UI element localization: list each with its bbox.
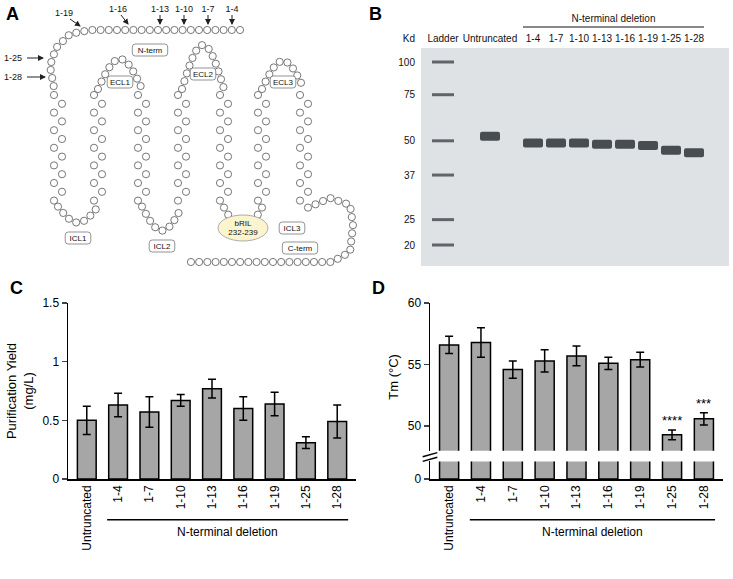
- svg-text:D: D: [372, 278, 385, 298]
- svg-text:1-19: 1-19: [638, 33, 658, 44]
- svg-text:1-28: 1-28: [330, 485, 344, 509]
- svg-text:1-10: 1-10: [569, 33, 589, 44]
- svg-text:232-239: 232-239: [228, 228, 258, 237]
- svg-text:1-4: 1-4: [111, 485, 125, 503]
- svg-text:Kd: Kd: [403, 33, 415, 44]
- svg-text:1-13: 1-13: [569, 485, 583, 509]
- svg-text:1-10: 1-10: [538, 485, 552, 509]
- svg-text:1-19: 1-19: [268, 485, 282, 509]
- svg-text:1-16: 1-16: [109, 4, 127, 14]
- svg-text:C: C: [10, 278, 23, 298]
- svg-text:1-16: 1-16: [236, 485, 250, 509]
- svg-text:N-terminal deletion: N-terminal deletion: [572, 13, 656, 24]
- svg-text:1-10: 1-10: [174, 485, 188, 509]
- svg-text:1-7: 1-7: [201, 4, 214, 14]
- svg-text:1-28: 1-28: [697, 485, 711, 509]
- svg-text:1-4: 1-4: [225, 4, 238, 14]
- svg-text:50: 50: [404, 135, 416, 146]
- svg-text:N-terminal deletion: N-terminal deletion: [542, 525, 643, 539]
- svg-text:1.5: 1.5: [42, 296, 59, 310]
- svg-text:Untruncated: Untruncated: [463, 33, 517, 44]
- svg-text:0: 0: [52, 472, 59, 486]
- svg-text:1-19: 1-19: [55, 8, 73, 18]
- svg-text:1: 1: [52, 355, 59, 369]
- svg-text:ECL1: ECL1: [110, 78, 131, 87]
- svg-text:B: B: [369, 4, 382, 24]
- svg-text:1-28: 1-28: [4, 72, 22, 82]
- svg-text:****: ****: [662, 413, 682, 428]
- svg-text:ICL2: ICL2: [154, 242, 171, 251]
- svg-text:55: 55: [408, 358, 422, 372]
- svg-text:N-terminal deletion: N-terminal deletion: [177, 525, 278, 539]
- svg-text:N-term: N-term: [138, 46, 163, 55]
- svg-text:ICL3: ICL3: [284, 224, 301, 233]
- svg-text:Purification Yield(mg/L): Purification Yield(mg/L): [4, 343, 36, 439]
- svg-text:ECL3: ECL3: [273, 78, 294, 87]
- svg-text:1-25: 1-25: [665, 485, 679, 509]
- svg-text:1-16: 1-16: [615, 33, 635, 44]
- svg-text:1-13: 1-13: [205, 485, 219, 509]
- svg-text:Tm (°C): Tm (°C): [386, 354, 401, 400]
- svg-text:Ladder: Ladder: [427, 33, 459, 44]
- svg-text:1-16: 1-16: [601, 485, 615, 509]
- svg-text:C-term: C-term: [288, 244, 313, 253]
- svg-text:1-19: 1-19: [633, 485, 647, 509]
- svg-text:1-7: 1-7: [506, 485, 520, 503]
- svg-text:1-25: 1-25: [299, 485, 313, 509]
- svg-text:75: 75: [404, 89, 416, 100]
- svg-text:1-7: 1-7: [142, 485, 156, 503]
- svg-text:0: 0: [414, 472, 421, 486]
- svg-text:bRIL: bRIL: [235, 219, 252, 228]
- svg-text:***: ***: [696, 396, 711, 411]
- svg-text:1-25: 1-25: [661, 33, 681, 44]
- svg-text:A: A: [6, 4, 19, 24]
- svg-text:Untruncated: Untruncated: [80, 485, 94, 550]
- svg-text:1-7: 1-7: [549, 33, 564, 44]
- svg-text:1-13: 1-13: [592, 33, 612, 44]
- svg-text:1-25: 1-25: [4, 53, 22, 63]
- svg-text:1-28: 1-28: [684, 33, 704, 44]
- svg-text:1-4: 1-4: [474, 485, 488, 503]
- svg-text:1-13: 1-13: [151, 4, 169, 14]
- svg-text:25: 25: [404, 214, 416, 225]
- svg-text:ICL1: ICL1: [70, 234, 87, 243]
- svg-text:20: 20: [404, 240, 416, 251]
- svg-text:50: 50: [408, 419, 422, 433]
- svg-text:0.5: 0.5: [42, 414, 59, 428]
- svg-text:ECL2: ECL2: [193, 70, 214, 79]
- svg-text:1-4: 1-4: [526, 33, 541, 44]
- svg-text:37: 37: [404, 170, 416, 181]
- svg-text:100: 100: [398, 57, 415, 68]
- svg-text:1-10: 1-10: [175, 4, 193, 14]
- svg-text:Untruncated: Untruncated: [442, 485, 456, 550]
- svg-text:60: 60: [408, 296, 422, 310]
